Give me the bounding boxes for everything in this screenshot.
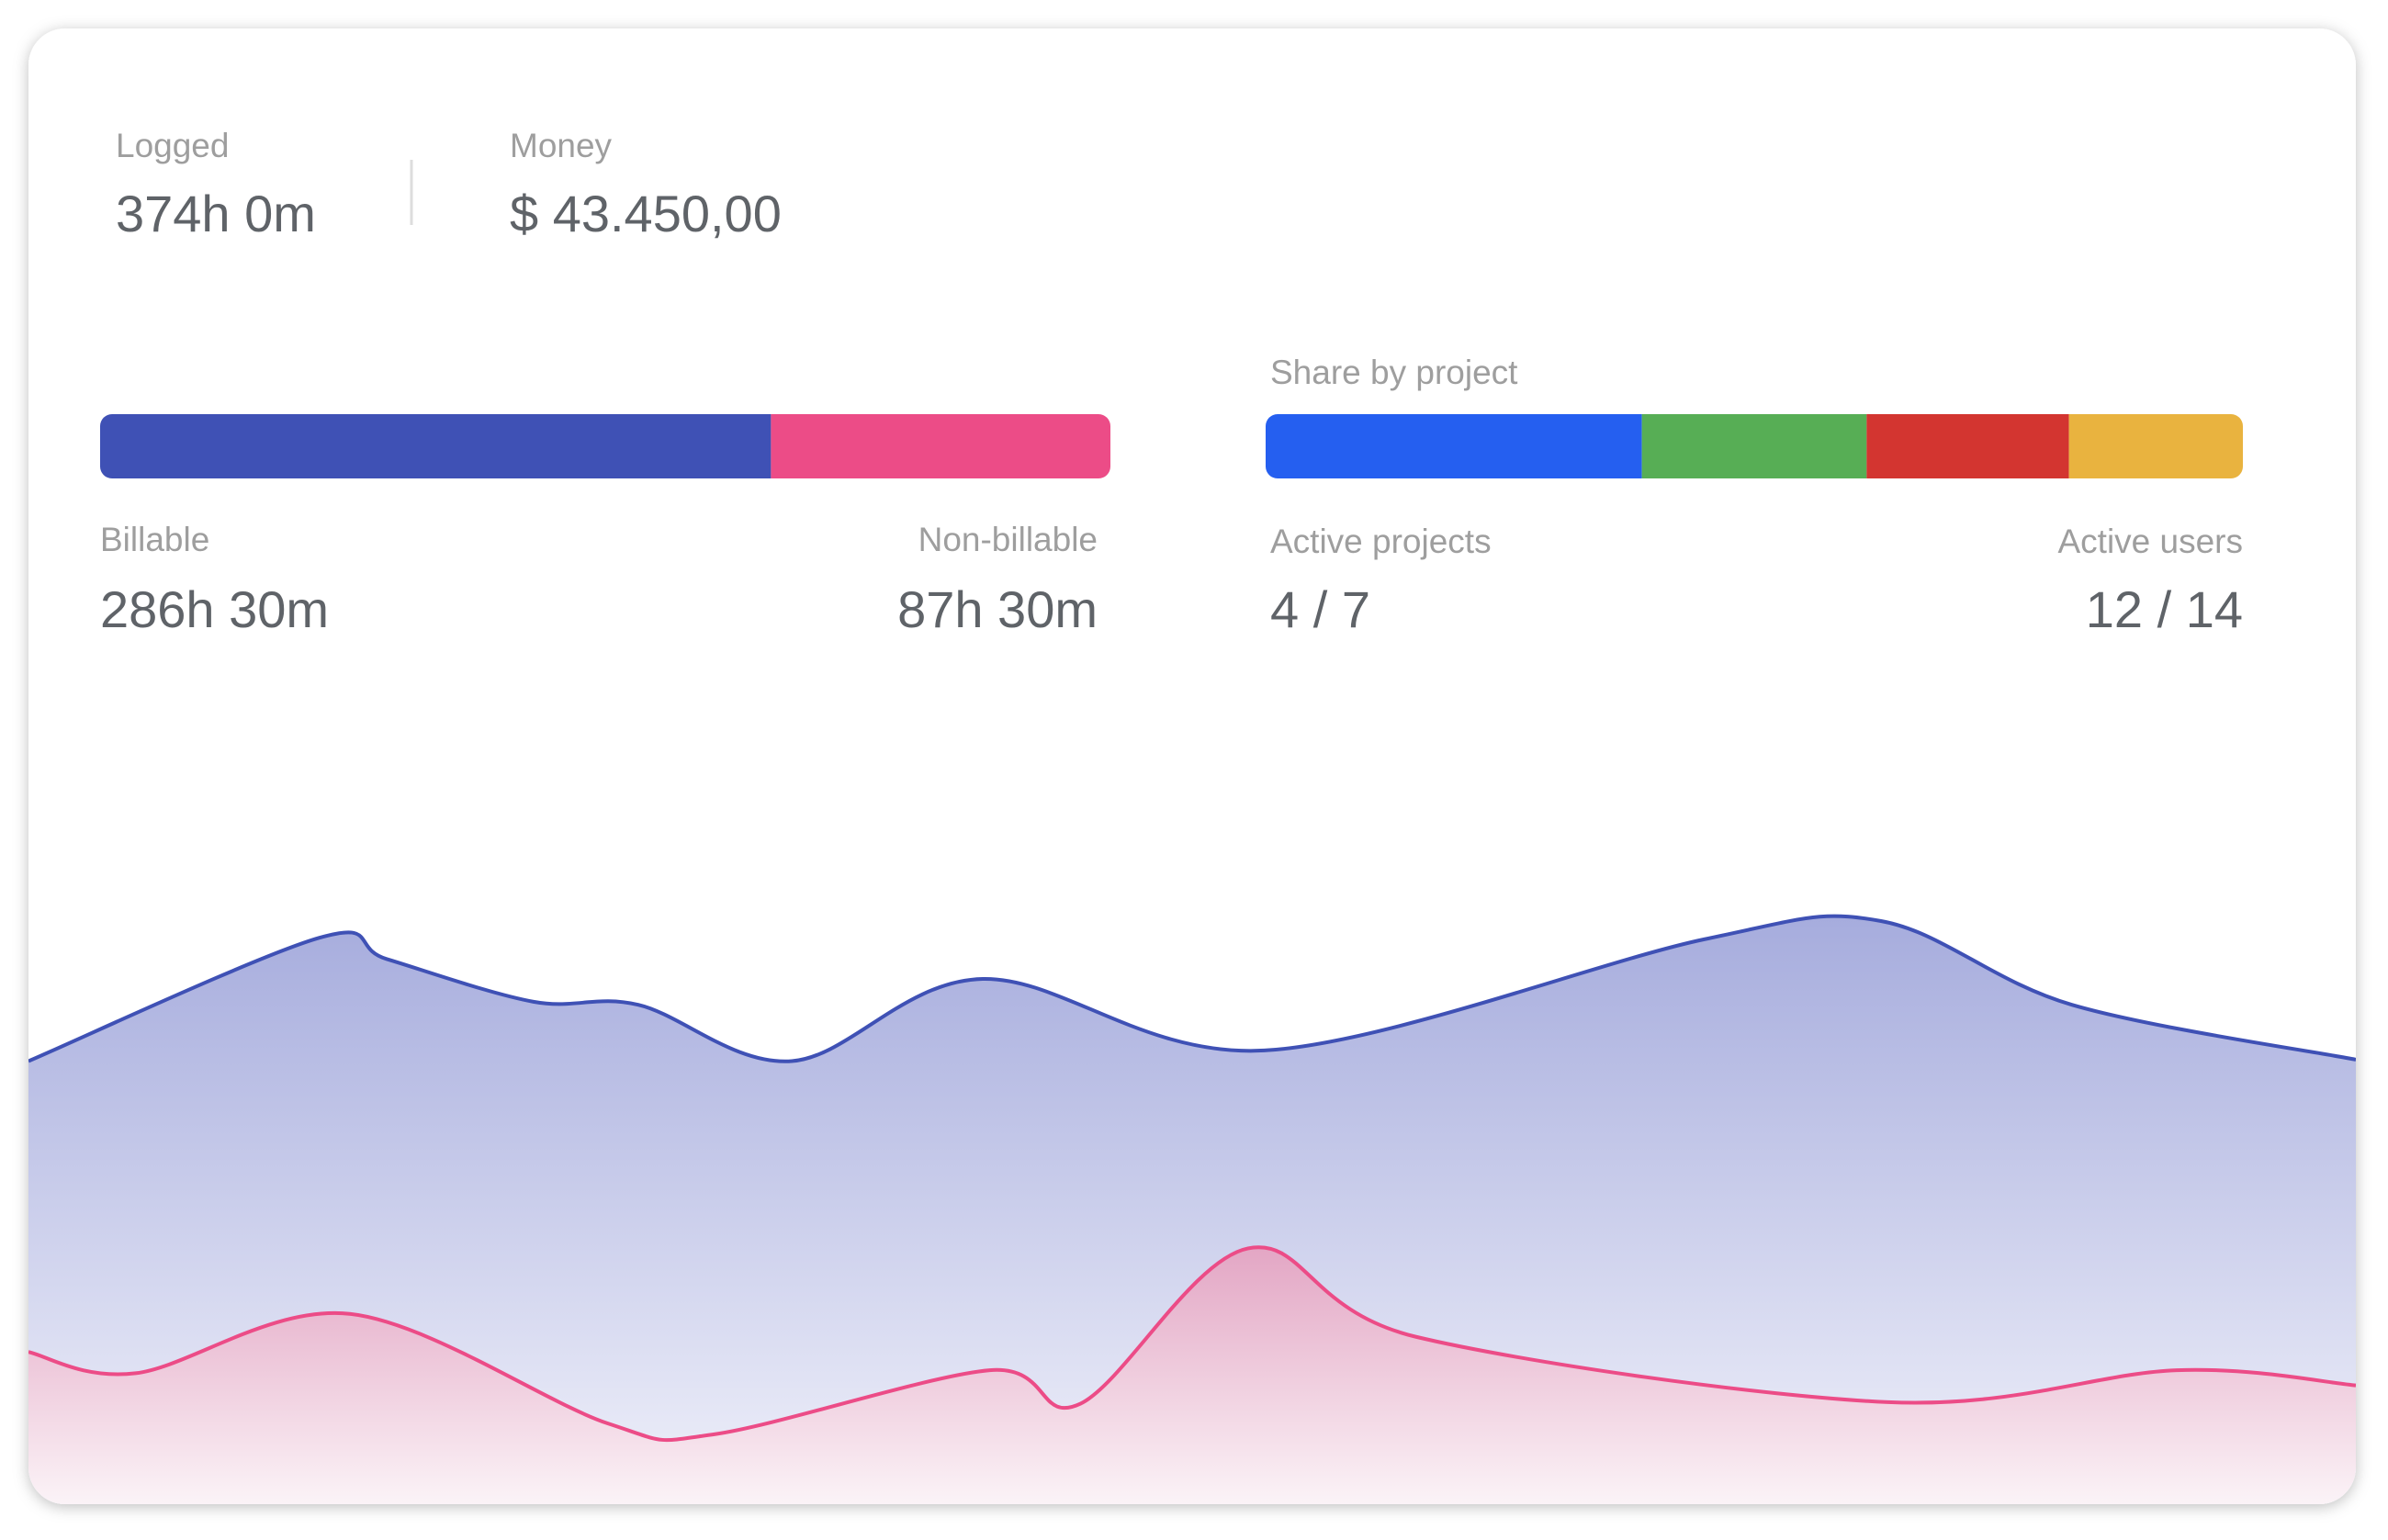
users-label: Active users [2057,523,2243,560]
non-billable-value: 87h 30m [897,580,1098,638]
area-line [28,1245,2356,1443]
share-bar [1266,414,2243,478]
money-label: Money [510,127,613,164]
area-fill [28,1247,2356,1504]
users-value: 12 / 14 [2086,580,2243,638]
bar-segment [100,414,772,478]
projects-label: Active projects [1270,523,1492,560]
logged-value: 374h 0m [116,185,316,242]
bar-segment [2068,414,2243,478]
share-title: Share by project [1270,354,1518,391]
billable-bar [100,414,1110,478]
bar-segment [1266,414,1642,478]
bar-segment [1641,414,1867,478]
area-fill [28,916,2356,1504]
logged-label: Logged [116,127,229,164]
area-line [28,914,2356,1063]
area-chart [28,914,2356,1504]
billable-value: 286h 30m [100,580,329,638]
bar-segment [771,414,1110,478]
billable-label: Billable [100,521,209,558]
projects-value: 4 / 7 [1270,580,1370,638]
money-value: $ 43.450,00 [510,185,782,242]
bar-segment [1866,414,2069,478]
non-billable-label: Non-billable [918,521,1098,558]
